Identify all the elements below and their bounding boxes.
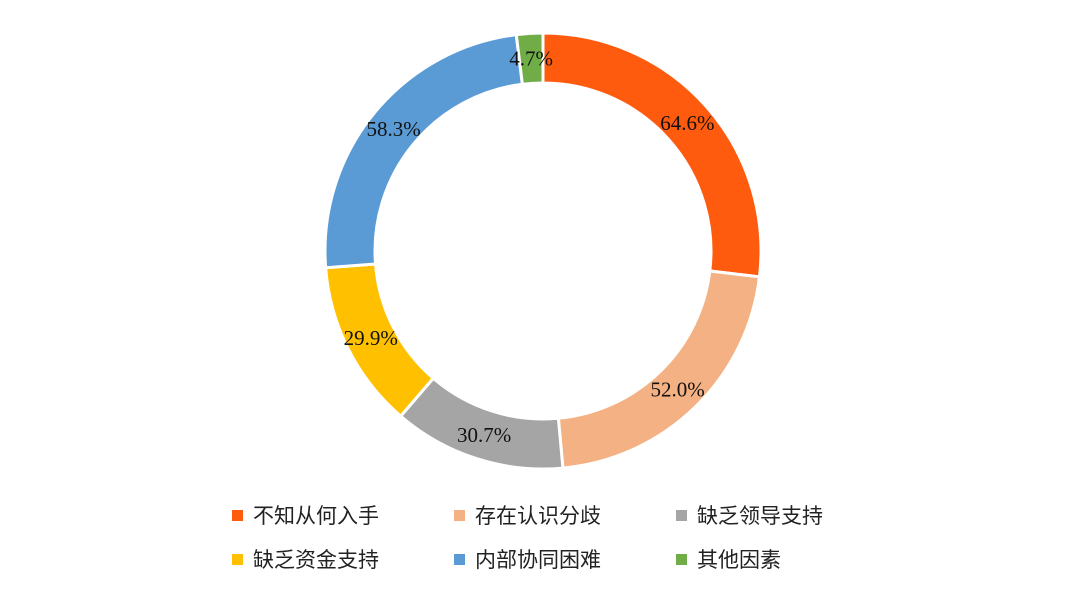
legend-label: 缺乏领导支持 bbox=[697, 504, 823, 528]
legend-swatch bbox=[676, 509, 687, 521]
slice-value-label-4: 29.9% bbox=[344, 326, 398, 350]
chart-legend: 不知从何入手 存在认识分歧 缺乏领导支持 缺乏资金支持 内部协同困难 其他因素 bbox=[232, 500, 872, 574]
legend-swatch bbox=[232, 553, 243, 565]
donut-slice-5 bbox=[323, 32, 525, 270]
donut-slice-6 bbox=[514, 31, 545, 86]
donut-slices bbox=[323, 31, 763, 471]
legend-label: 内部协同困难 bbox=[475, 548, 601, 572]
legend-item-6: 其他因素 bbox=[676, 544, 872, 574]
donut-slice-2 bbox=[556, 269, 762, 470]
legend-item-3: 缺乏领导支持 bbox=[676, 500, 872, 530]
legend-label: 不知从何入手 bbox=[253, 504, 379, 528]
donut-value-labels: 64.6% 52.0% 30.7% 29.9% 58.3% 4.7% bbox=[344, 46, 715, 446]
donut-slice-1 bbox=[541, 31, 763, 279]
legend-swatch bbox=[676, 553, 687, 565]
slice-value-label-6: 4.7% bbox=[509, 46, 553, 70]
legend-swatch bbox=[454, 509, 465, 521]
legend-item-5: 内部协同困难 bbox=[454, 544, 676, 574]
slice-value-label-2: 52.0% bbox=[650, 377, 704, 401]
legend-label: 其他因素 bbox=[697, 548, 781, 572]
slice-value-label-5: 58.3% bbox=[366, 117, 420, 141]
legend-label: 存在认识分歧 bbox=[475, 504, 601, 528]
legend-label: 缺乏资金支持 bbox=[253, 548, 379, 572]
slice-value-label-1: 64.6% bbox=[660, 111, 714, 135]
legend-swatch bbox=[232, 509, 243, 521]
slice-value-label-3: 30.7% bbox=[457, 423, 511, 447]
legend-item-4: 缺乏资金支持 bbox=[232, 544, 454, 574]
legend-item-1: 不知从何入手 bbox=[232, 500, 454, 530]
legend-item-2: 存在认识分歧 bbox=[454, 500, 676, 530]
legend-swatch bbox=[454, 553, 465, 565]
